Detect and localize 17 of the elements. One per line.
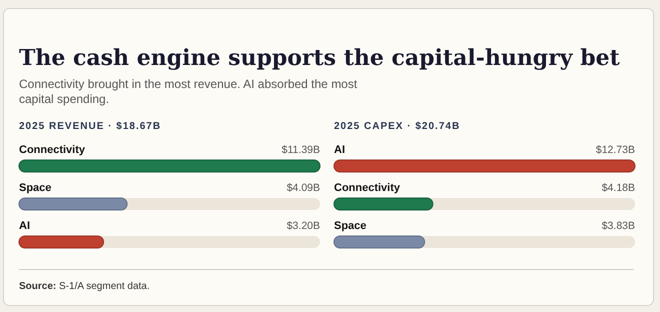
y-tick-label: Space bbox=[334, 220, 366, 232]
y-tick-label: AI bbox=[19, 220, 30, 232]
chart-title: 2025 REVENUE · $18.67B bbox=[19, 121, 162, 132]
data-label: $3.20B bbox=[286, 220, 320, 232]
y-tick-label: Space bbox=[19, 182, 52, 194]
y-tick-label: AI bbox=[334, 144, 345, 156]
text: Connectivity brought in the most revenue. AI absorbed the most capital spending. bbox=[19, 77, 358, 106]
text: The cash engine supports the capital-hungry bet bbox=[19, 45, 621, 71]
data-label: $12.73B bbox=[596, 144, 635, 156]
chart-title: 2025 CAPEX · $20.74B bbox=[334, 121, 460, 132]
y-tick-label: Connectivity bbox=[19, 144, 86, 156]
data-label: $4.18B bbox=[602, 182, 635, 194]
y-tick-label: Connectivity bbox=[334, 182, 401, 194]
data-label: $3.83B bbox=[602, 220, 635, 232]
source-note: Source: S-1/A segment data. bbox=[19, 281, 150, 292]
data-label: $11.39B bbox=[282, 144, 320, 156]
data-label: $4.09B bbox=[286, 182, 320, 194]
